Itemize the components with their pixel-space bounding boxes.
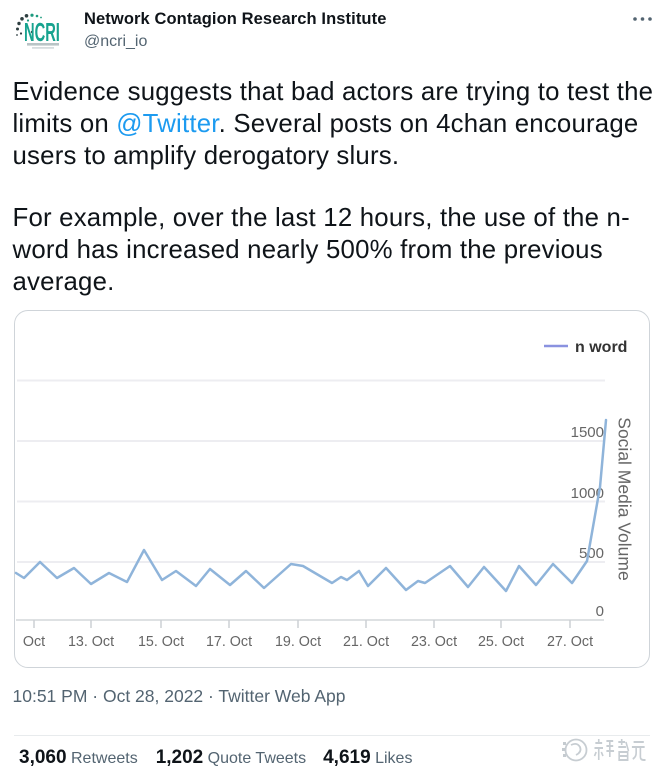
svg-text:15. Oct: 15. Oct bbox=[138, 634, 184, 650]
svg-text:n word: n word bbox=[575, 339, 627, 356]
svg-text:1000: 1000 bbox=[571, 485, 604, 502]
svg-text:19. Oct: 19. Oct bbox=[275, 634, 321, 650]
svg-text:500: 500 bbox=[579, 545, 604, 562]
svg-text:27. Oct: 27. Oct bbox=[547, 634, 593, 650]
svg-text:21. Oct: 21. Oct bbox=[343, 634, 389, 650]
svg-text:NCRI: NCRI bbox=[24, 18, 60, 47]
svg-text:25. Oct: 25. Oct bbox=[478, 634, 524, 650]
svg-text:1500: 1500 bbox=[571, 424, 604, 441]
svg-text:17. Oct: 17. Oct bbox=[206, 634, 252, 650]
svg-text:0: 0 bbox=[596, 603, 604, 620]
svg-text:Oct: Oct bbox=[23, 634, 45, 650]
svg-text:23. Oct: 23. Oct bbox=[411, 634, 457, 650]
svg-text:13. Oct: 13. Oct bbox=[68, 634, 114, 650]
svg-text:Social Media Volume: Social Media Volume bbox=[615, 417, 635, 580]
